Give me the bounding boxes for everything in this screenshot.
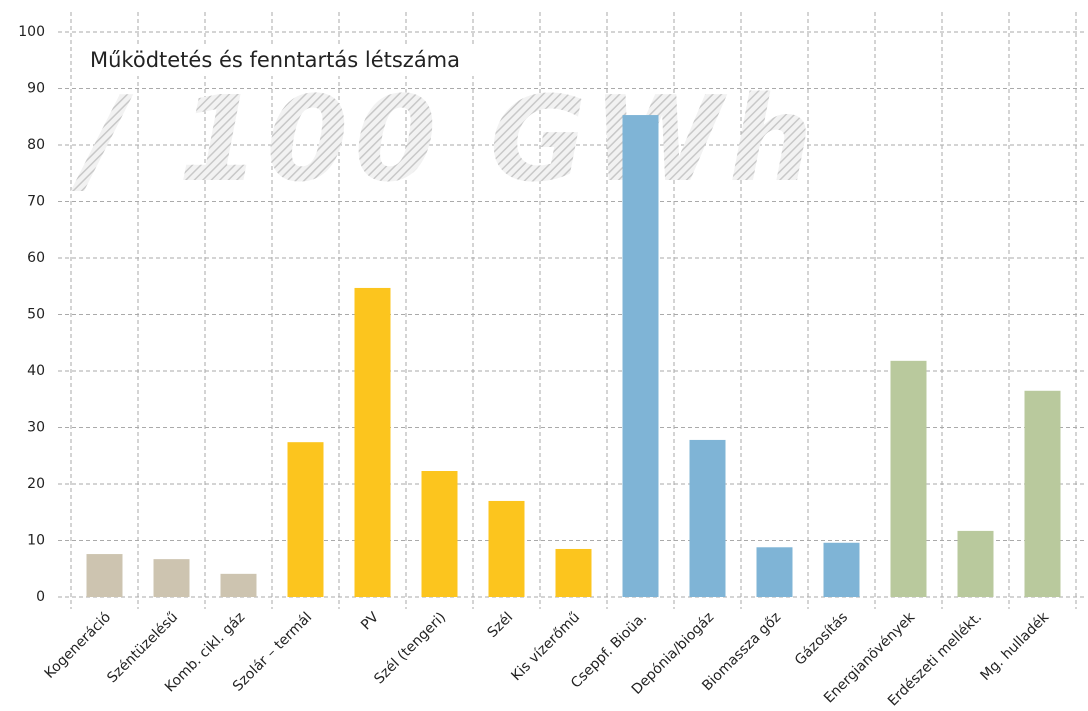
y-tick-label: 10	[27, 533, 45, 549]
bar	[153, 559, 190, 597]
x-tick-label: Mg. hulladék	[978, 609, 1053, 684]
bar	[354, 287, 391, 597]
x-tick-label: Kis vízerőmű	[508, 609, 583, 684]
chart-title: Működtetés és fenntartás létszáma	[90, 48, 460, 72]
y-tick-label: 60	[27, 250, 45, 266]
bar	[86, 554, 123, 597]
y-tick-label: 0	[36, 589, 45, 605]
bar	[823, 542, 860, 597]
y-tick-label: 80	[27, 137, 45, 153]
watermark: / 100 GWh	[70, 70, 819, 208]
bar	[1024, 390, 1061, 597]
x-tick-label: Szél (tengeri)	[371, 609, 449, 687]
bar	[421, 471, 458, 597]
title-bg	[84, 44, 504, 76]
y-tick-label: 50	[27, 307, 45, 323]
bar	[957, 530, 994, 597]
x-tick-label: Kogeneráció	[42, 609, 115, 682]
y-tick-label: 90	[27, 81, 45, 97]
y-tick-label: 30	[27, 420, 45, 436]
y-tick-label: 40	[27, 363, 45, 379]
bar	[488, 500, 525, 597]
bar	[622, 115, 659, 598]
bar	[689, 439, 726, 597]
x-tick-label: Gázosítás	[792, 609, 851, 668]
x-tick-label: Széntüzelésű	[104, 609, 181, 686]
bar	[555, 548, 592, 597]
x-tick-label: PV	[358, 609, 382, 633]
bar	[220, 573, 257, 597]
y-tick-label: 20	[27, 476, 45, 492]
y-tick-label: 100	[18, 24, 45, 40]
bar	[287, 442, 324, 597]
y-tick-label: 70	[27, 194, 45, 210]
bar	[890, 360, 927, 597]
bar	[756, 547, 793, 597]
x-tick-label: Szél	[485, 609, 517, 641]
